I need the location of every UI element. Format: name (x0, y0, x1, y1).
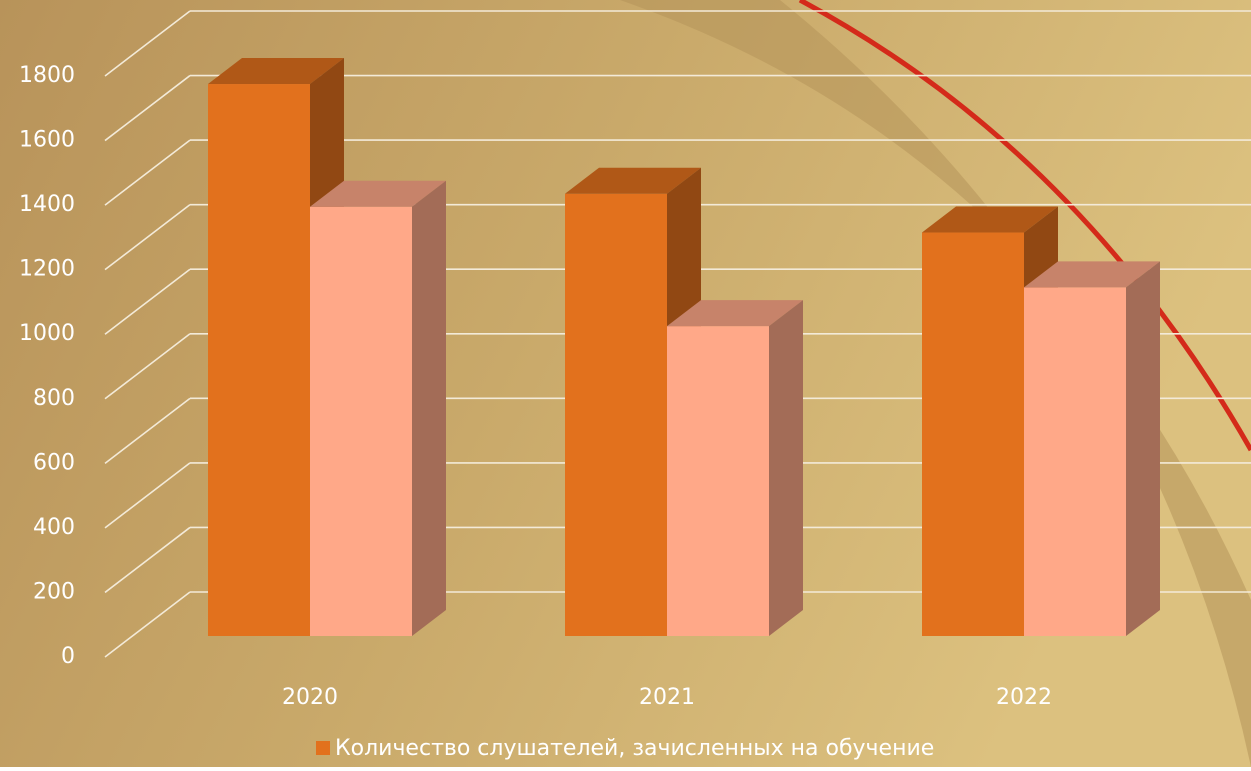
y-tick-label: 1000 (19, 321, 75, 346)
x-tick-label: 2022 (996, 685, 1052, 710)
y-tick-label: 0 (61, 644, 75, 669)
bar-side (412, 181, 446, 636)
bar-front (1024, 287, 1126, 636)
bar-side (769, 300, 803, 636)
legend-label: Количество слушателей, зачисленных на об… (335, 736, 934, 761)
y-tick-label: 1800 (19, 63, 75, 88)
chart: 0 200 400 600 800 1000 1200 1400 1600 1800 2020 202… (0, 0, 1251, 767)
y-tick-label: 800 (33, 386, 75, 411)
y-tick-label: 200 (33, 579, 75, 604)
y-tick-label: 1400 (19, 192, 75, 217)
bar-side (1126, 261, 1160, 636)
x-tick-label: 2021 (639, 685, 695, 710)
y-tick-label: 1200 (19, 257, 75, 282)
y-tick-label: 400 (33, 515, 75, 540)
y-tick-label: 600 (33, 450, 75, 475)
x-tick-label: 2020 (282, 685, 338, 710)
bar-front (565, 194, 667, 636)
bar-front (922, 233, 1024, 636)
legend-swatch (316, 741, 330, 755)
y-tick-label: 1600 (19, 128, 75, 153)
bar-front (667, 326, 769, 636)
bar-front (208, 84, 310, 636)
bar-front (310, 207, 412, 636)
